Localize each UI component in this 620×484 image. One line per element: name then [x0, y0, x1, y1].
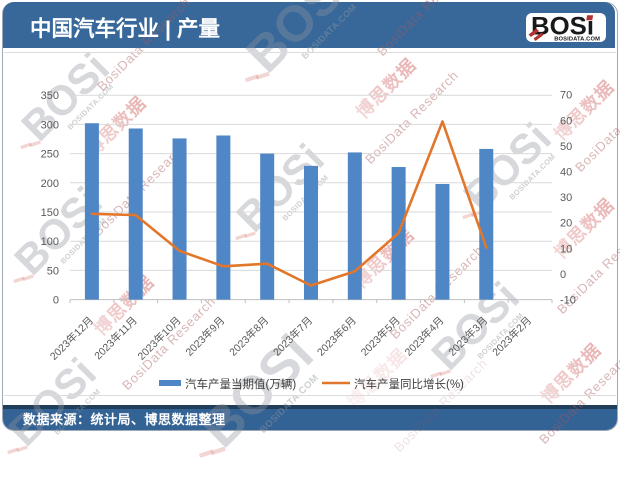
svg-text:BOSIDATA.COM: BOSIDATA.COM: [554, 37, 600, 42]
svg-text:2023年2月: 2023年2月: [490, 314, 535, 359]
svg-text:0: 0: [53, 295, 59, 307]
svg-text:2023年5月: 2023年5月: [358, 314, 403, 359]
svg-text:30: 30: [560, 192, 572, 204]
svg-text:2023年6月: 2023年6月: [314, 314, 359, 359]
svg-text:2023年10月: 2023年10月: [135, 314, 184, 363]
svg-text:2023年8月: 2023年8月: [227, 314, 272, 359]
svg-text:2023年4月: 2023年4月: [402, 314, 447, 359]
svg-text:50: 50: [47, 265, 59, 277]
svg-text:150: 150: [41, 207, 59, 219]
svg-text:60: 60: [560, 115, 572, 127]
svg-text:250: 250: [41, 149, 59, 161]
svg-text:汽车产量当期值(万辆): 汽车产量当期值(万辆): [185, 377, 296, 391]
svg-text:2023年9月: 2023年9月: [183, 314, 228, 359]
svg-text:350: 350: [41, 90, 59, 102]
svg-text:100: 100: [41, 236, 59, 248]
svg-text:70: 70: [560, 90, 572, 102]
svg-text:20: 20: [560, 218, 572, 230]
svg-text:汽车产量同比增长(%): 汽车产量同比增长(%): [354, 377, 464, 391]
svg-text:300: 300: [41, 119, 59, 131]
svg-text:2023年12月: 2023年12月: [47, 314, 96, 363]
svg-text:50: 50: [560, 141, 572, 153]
svg-text:2023年3月: 2023年3月: [446, 314, 491, 359]
svg-text:-10: -10: [560, 295, 576, 307]
svg-text:10: 10: [560, 243, 572, 255]
svg-text:0: 0: [560, 269, 566, 281]
svg-text:2023年7月: 2023年7月: [270, 314, 315, 359]
svg-text:40: 40: [560, 167, 572, 179]
svg-text:200: 200: [41, 178, 59, 190]
svg-text:2023年11月: 2023年11月: [92, 314, 140, 362]
